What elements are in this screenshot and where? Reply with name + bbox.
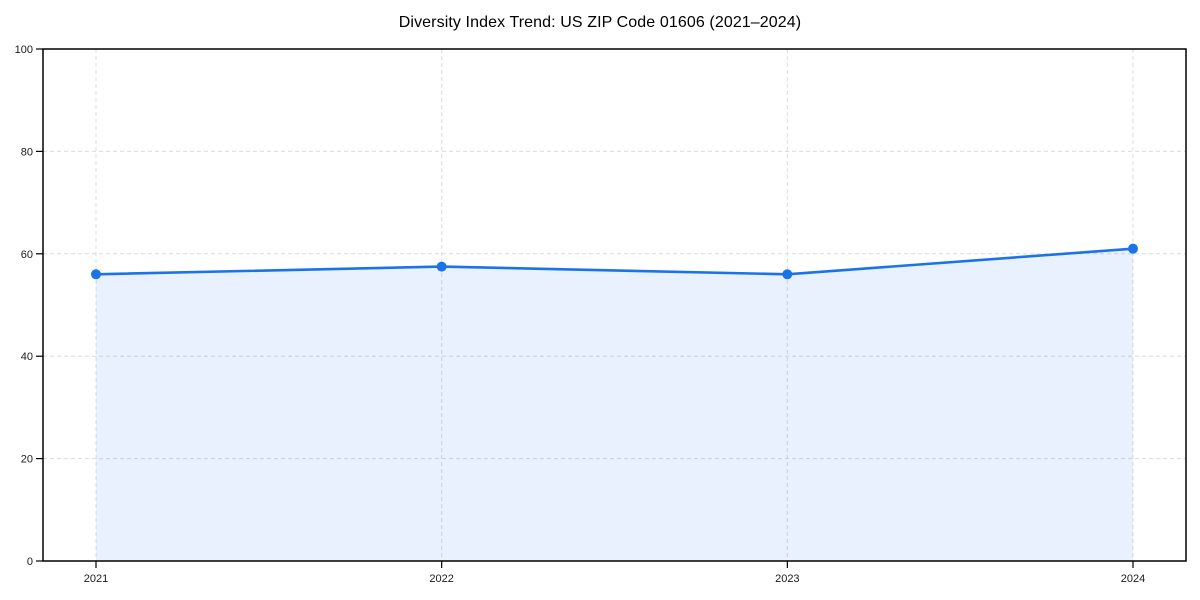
y-axis-tick-label: 0 bbox=[27, 556, 33, 568]
x-axis-tick-label: 2021 bbox=[84, 573, 108, 585]
data-point-marker bbox=[91, 269, 101, 280]
chart-title: Diversity Index Trend: US ZIP Code 01606… bbox=[398, 14, 802, 31]
x-axis-tick-label: 2022 bbox=[429, 573, 453, 585]
series-area-fill bbox=[96, 248, 1133, 561]
data-point-marker bbox=[782, 269, 793, 280]
x-axis-tick-label: 2023 bbox=[775, 573, 799, 585]
data-point-marker bbox=[1128, 243, 1138, 254]
y-axis-tick-label: 60 bbox=[21, 249, 33, 261]
x-axis-tick-label: 2024 bbox=[1121, 573, 1145, 585]
series-trend-line bbox=[95, 247, 1134, 276]
y-axis-tick-label: 40 bbox=[21, 351, 33, 363]
axes-frame bbox=[42, 48, 1187, 562]
data-point-marker bbox=[436, 261, 447, 272]
y-axis-tick-label: 80 bbox=[21, 146, 33, 158]
y-axis-tick-label: 20 bbox=[21, 454, 33, 466]
y-axis-tick-label: 100 bbox=[15, 44, 33, 56]
